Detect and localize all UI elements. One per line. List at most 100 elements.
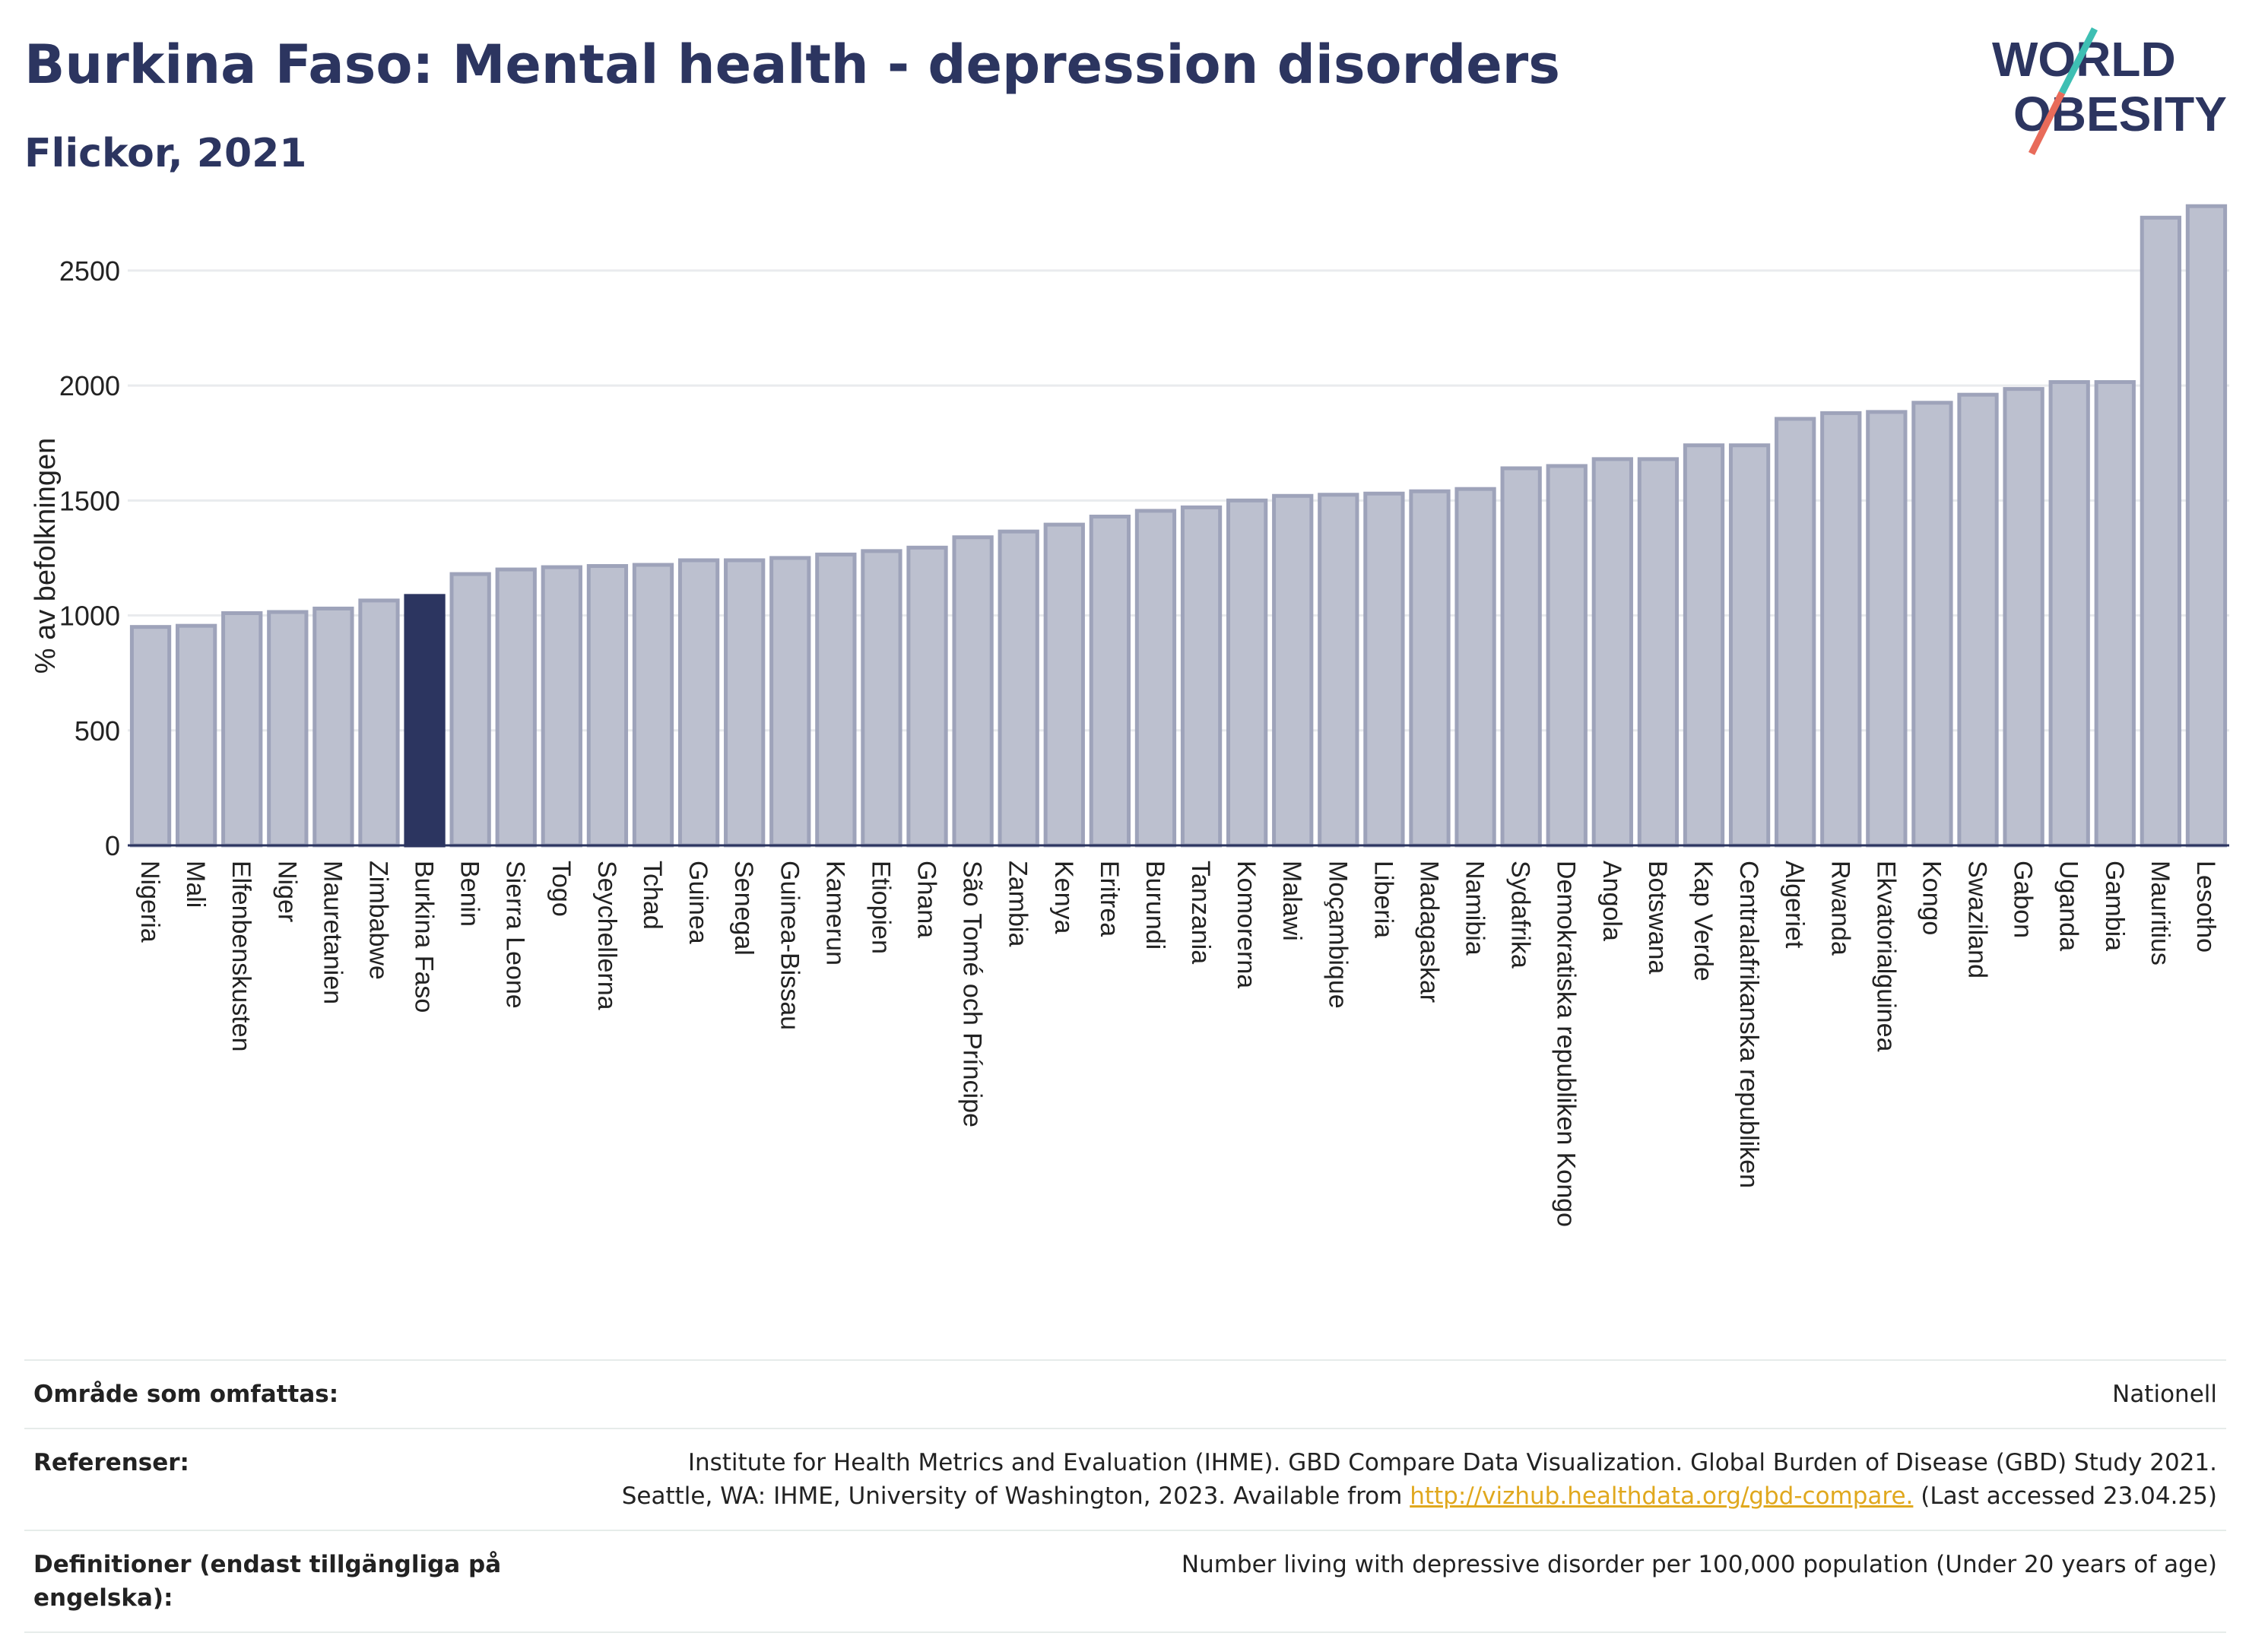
x-tick-label: São Tomé och Príncipe bbox=[958, 861, 987, 1127]
x-tick-label: Kongo bbox=[1917, 861, 1946, 935]
x-tick-label: Gabon bbox=[2009, 861, 2038, 938]
x-tick-label: Madagaskar bbox=[1414, 861, 1443, 1003]
bar-guinea-bissau bbox=[769, 556, 811, 848]
x-tick-label: Eritrea bbox=[1095, 861, 1124, 937]
bar-mali bbox=[175, 623, 217, 848]
x-tick-label: Algeriet bbox=[1780, 861, 1809, 949]
x-tick-label: Togo bbox=[547, 861, 576, 917]
bar-kenya bbox=[1043, 522, 1085, 848]
reference-link[interactable]: http://vizhub.healthdata.org/gbd-compare… bbox=[1410, 1482, 1914, 1510]
x-tick-label: Moçambique bbox=[1323, 861, 1352, 1009]
meta-row-coverage: Område som omfattas: Nationell bbox=[24, 1360, 2226, 1428]
bar-ekvatorialguinea bbox=[1866, 410, 1908, 848]
x-tick-label: Guinea-Bissau bbox=[775, 861, 804, 1030]
x-tick-label: Angola bbox=[1597, 861, 1626, 941]
bar-gabon bbox=[2003, 387, 2044, 848]
x-tick-label: Seychellerna bbox=[592, 861, 621, 1010]
bar-senegal bbox=[724, 558, 766, 848]
x-tick-label: Liberia bbox=[1369, 861, 1397, 938]
bar-mauretanien bbox=[312, 606, 354, 848]
x-tick-label: Tanzania bbox=[1186, 861, 1215, 964]
reference-line2-pre: Seattle, WA: IHME, University of Washing… bbox=[621, 1482, 1410, 1510]
y-tick-label: 2000 bbox=[59, 370, 120, 401]
bar-eritrea bbox=[1089, 514, 1131, 848]
meta-label-references: Referenser: bbox=[33, 1449, 189, 1476]
x-tick-label: Komorerna bbox=[1232, 861, 1261, 988]
meta-value-coverage: Nationell bbox=[2112, 1381, 2217, 1408]
y-tick-label: 2500 bbox=[59, 255, 120, 287]
bar-tchad bbox=[632, 563, 674, 848]
bar-sierra-leone bbox=[495, 567, 537, 848]
x-tick-label: Mali bbox=[181, 861, 210, 908]
x-tick-label: Guinea bbox=[684, 861, 712, 944]
x-tick-label: Uganda bbox=[2054, 861, 2083, 951]
bar-mo-ambique bbox=[1318, 493, 1359, 848]
x-tick-label: Burkina Faso bbox=[410, 861, 439, 1013]
logo-line1: WORLD bbox=[1992, 32, 2176, 87]
bar-mauritius bbox=[2140, 215, 2182, 848]
meta-value-references: Institute for Health Metrics and Evaluat… bbox=[529, 1428, 2226, 1530]
x-tick-label: Zimbabwe bbox=[363, 861, 392, 980]
x-tick-label: Zambia bbox=[1004, 861, 1033, 946]
bar-zimbabwe bbox=[358, 598, 400, 848]
bar-chart: 0 500 1000 1500 2000 2500 Nigeria Mali Elfenben… bbox=[30, 204, 2229, 1227]
bar-togo bbox=[541, 565, 582, 848]
x-tick-label: Malawi bbox=[1277, 861, 1306, 941]
bar-guinea bbox=[677, 558, 720, 848]
bar-elfenbenskusten bbox=[221, 611, 263, 848]
reference-line1: Institute for Health Metrics and Evaluat… bbox=[687, 1449, 2217, 1476]
bar-burkina-faso bbox=[404, 594, 446, 848]
bar-madagaskar bbox=[1409, 489, 1451, 848]
x-tick-label: Gambia bbox=[2100, 861, 2129, 951]
x-tick-label: Benin bbox=[455, 861, 484, 927]
bar-lesotho bbox=[2185, 204, 2228, 848]
x-tick-label: Burundi bbox=[1140, 861, 1169, 950]
bar-kap-verde bbox=[1683, 443, 1725, 848]
y-tick-labels: 0 500 1000 1500 2000 2500 bbox=[59, 255, 120, 861]
x-tick-label: Nigeria bbox=[135, 861, 164, 943]
x-tick-label: Ghana bbox=[912, 861, 941, 938]
y-tick-label: 1000 bbox=[59, 601, 120, 632]
x-tick-label: Namibia bbox=[1461, 861, 1489, 956]
x-tick-label: Tchad bbox=[638, 861, 667, 930]
y-tick-label: 500 bbox=[75, 715, 120, 747]
x-tick-label: Botswana bbox=[1643, 861, 1672, 974]
x-tick-label: Swaziland bbox=[1963, 861, 1992, 978]
bar-liberia bbox=[1363, 491, 1405, 848]
bar-rwanda bbox=[1820, 411, 1862, 848]
bar-kongo bbox=[1911, 401, 1953, 848]
metadata-table: Område som omfattas: Nationell Referense… bbox=[24, 1359, 2226, 1633]
x-tick-label: Rwanda bbox=[1826, 861, 1854, 956]
bar-s-o-tom-och-pr-ncipe bbox=[952, 535, 994, 848]
chart-subtitle: Flickor, 2021 bbox=[24, 131, 307, 176]
bar-uganda bbox=[2048, 380, 2090, 848]
x-tick-label: Mauretanien bbox=[318, 861, 347, 1004]
bar-sydafrika bbox=[1500, 466, 1542, 848]
logo-slash-teal-icon bbox=[2058, 27, 2098, 95]
x-tick-label: Mauritius bbox=[2146, 861, 2174, 966]
x-tick-labels: Nigeria Mali Elfenbenskusten Niger Mauretani… bbox=[135, 861, 2220, 1227]
x-tick-label: Kenya bbox=[1049, 861, 1078, 934]
meta-row-definitions: Definitioner (endast tillgängliga på eng… bbox=[24, 1530, 2226, 1632]
bar-malawi bbox=[1272, 493, 1314, 848]
bar-benin bbox=[449, 572, 491, 848]
meta-label-definitions: Definitioner (endast tillgängliga på eng… bbox=[33, 1551, 502, 1612]
bar-ghana bbox=[906, 545, 948, 848]
x-tick-label: Kamerun bbox=[820, 861, 849, 966]
bar-kamerun bbox=[815, 552, 857, 848]
x-tick-label: Sierra Leone bbox=[501, 861, 530, 1009]
x-tick-label: Sydafrika bbox=[1506, 861, 1535, 969]
reference-line2-post: (Last accessed 23.04.25) bbox=[1913, 1482, 2217, 1510]
x-tick-label: Centralafrikanska republiken bbox=[1734, 861, 1763, 1188]
meta-label-coverage: Område som omfattas: bbox=[33, 1381, 339, 1408]
bar-angola bbox=[1591, 457, 1633, 848]
world-obesity-logo: WORLD OBESITY bbox=[1992, 27, 2227, 156]
meta-row-references: Referenser: Institute for Health Metrics… bbox=[24, 1428, 2226, 1530]
logo-slash-red-icon bbox=[2028, 90, 2066, 156]
x-tick-label: Kap Verde bbox=[1689, 861, 1718, 981]
bar-swaziland bbox=[1957, 392, 1999, 848]
bars bbox=[129, 204, 2228, 848]
bar-nigeria bbox=[129, 625, 172, 848]
bar-tanzania bbox=[1180, 505, 1223, 848]
x-tick-label: Elfenbenskusten bbox=[227, 861, 255, 1051]
